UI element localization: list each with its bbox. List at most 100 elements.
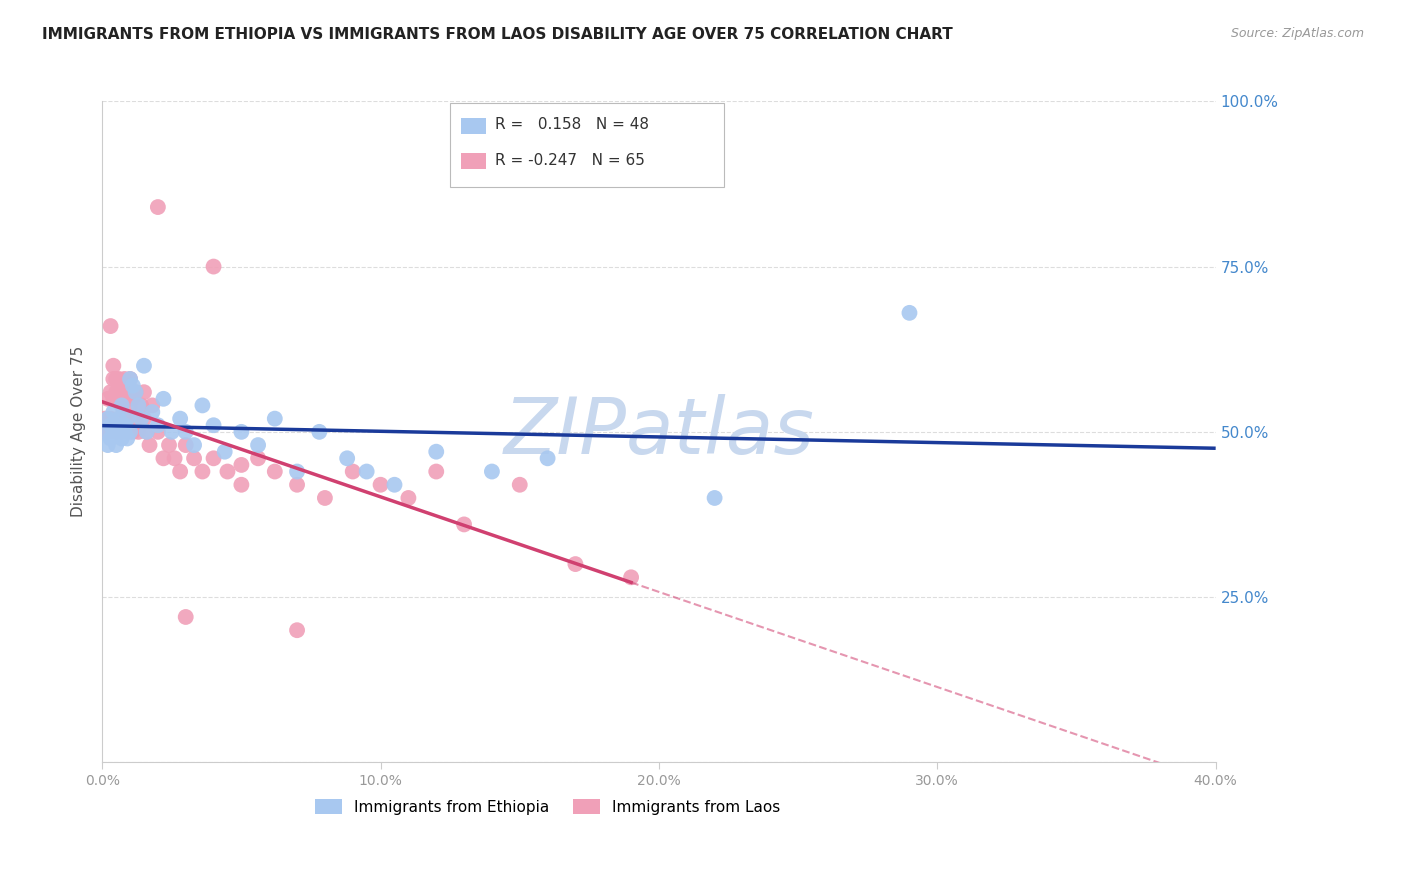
Point — [191, 465, 214, 479]
Point — [191, 398, 214, 412]
Point — [231, 425, 253, 439]
Point — [129, 398, 152, 412]
Point — [108, 411, 131, 425]
Point — [370, 477, 392, 491]
Point — [146, 200, 169, 214]
Point — [169, 411, 191, 425]
Point — [141, 398, 163, 412]
Point — [114, 411, 136, 425]
Point — [135, 425, 157, 439]
Point — [231, 458, 253, 472]
Point — [114, 425, 136, 439]
Point — [129, 411, 152, 425]
Point — [111, 385, 134, 400]
Point — [103, 392, 125, 406]
Point — [138, 438, 160, 452]
Point — [94, 425, 117, 439]
Point — [183, 451, 205, 466]
Point — [105, 372, 128, 386]
Point — [114, 392, 136, 406]
Point — [247, 451, 270, 466]
Point — [285, 477, 308, 491]
Text: Source: ZipAtlas.com: Source: ZipAtlas.com — [1230, 27, 1364, 40]
Point — [135, 425, 157, 439]
Point — [94, 411, 117, 425]
Point — [314, 491, 336, 505]
Point — [263, 465, 285, 479]
Point — [202, 260, 225, 274]
Point — [103, 405, 125, 419]
Point — [703, 491, 725, 505]
Point — [118, 398, 141, 412]
Point — [202, 418, 225, 433]
Point — [111, 425, 134, 439]
Point — [285, 624, 308, 638]
Point — [108, 372, 131, 386]
Point — [231, 477, 253, 491]
Point — [97, 425, 120, 439]
Y-axis label: Disability Age Over 75: Disability Age Over 75 — [72, 346, 86, 517]
Point — [163, 451, 186, 466]
Point — [100, 411, 122, 425]
Point — [124, 385, 146, 400]
Legend: Immigrants from Ethiopia, Immigrants from Laos: Immigrants from Ethiopia, Immigrants fro… — [308, 793, 786, 821]
Point — [117, 411, 139, 425]
Point — [94, 425, 117, 439]
Point — [97, 438, 120, 452]
Point — [146, 418, 169, 433]
Point — [103, 425, 125, 439]
Point — [152, 451, 174, 466]
Point — [146, 425, 169, 439]
Point — [481, 465, 503, 479]
Point — [174, 438, 197, 452]
Point — [183, 438, 205, 452]
Point — [127, 398, 149, 412]
Point — [247, 438, 270, 452]
Point — [174, 425, 197, 439]
Point — [169, 465, 191, 479]
Point — [202, 451, 225, 466]
Text: IMMIGRANTS FROM ETHIOPIA VS IMMIGRANTS FROM LAOS DISABILITY AGE OVER 75 CORRELAT: IMMIGRANTS FROM ETHIOPIA VS IMMIGRANTS F… — [42, 27, 953, 42]
Point — [132, 411, 155, 425]
Point — [100, 385, 122, 400]
Point — [118, 372, 141, 386]
Point — [124, 385, 146, 400]
Point — [384, 477, 406, 491]
Point — [118, 372, 141, 386]
Point — [509, 477, 531, 491]
Point — [108, 392, 131, 406]
Point — [157, 438, 180, 452]
Point — [117, 432, 139, 446]
Point — [111, 432, 134, 446]
Point — [132, 359, 155, 373]
Point — [336, 451, 359, 466]
Text: R = -0.247   N = 65: R = -0.247 N = 65 — [495, 153, 645, 168]
Point — [117, 385, 139, 400]
Point — [308, 425, 330, 439]
Point — [620, 570, 643, 584]
Point — [217, 465, 239, 479]
Point — [100, 319, 122, 334]
Text: R =   0.158   N = 48: R = 0.158 N = 48 — [495, 118, 650, 132]
Point — [114, 372, 136, 386]
Point — [121, 425, 143, 439]
Point — [117, 425, 139, 439]
Point — [425, 465, 447, 479]
Point — [898, 306, 921, 320]
Point — [564, 557, 586, 571]
Point — [396, 491, 419, 505]
Point — [105, 438, 128, 452]
Point — [100, 432, 122, 446]
Point — [132, 385, 155, 400]
Point — [285, 465, 308, 479]
Point — [152, 392, 174, 406]
Point — [263, 411, 285, 425]
Point — [103, 359, 125, 373]
Point — [97, 392, 120, 406]
Point — [118, 425, 141, 439]
Point — [453, 517, 475, 532]
Point — [124, 411, 146, 425]
Point — [111, 398, 134, 412]
Point — [105, 418, 128, 433]
Point — [97, 411, 120, 425]
